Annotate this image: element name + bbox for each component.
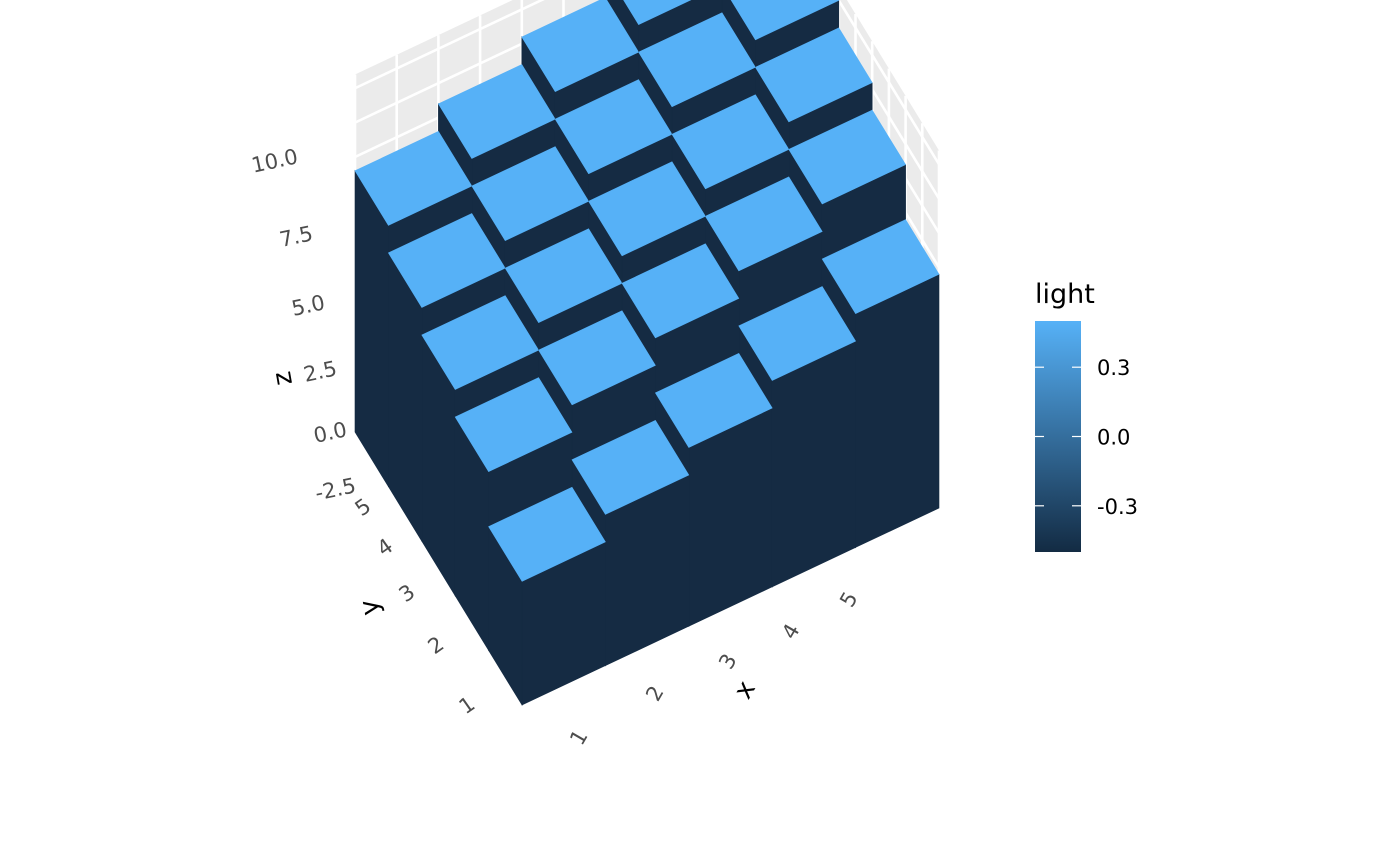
bar-top-face [704, 176, 823, 272]
y-tick-label: 1 [455, 692, 480, 719]
bar-left-face [354, 169, 389, 488]
y-axis-title: y [354, 597, 386, 617]
z-tick-label: 10.0 [249, 144, 300, 177]
z-tick-labels: -2.5 0.0 2.5 5.0 7.5 10.0 [249, 144, 358, 505]
legend-tick-label: -0.3 [1097, 495, 1138, 519]
bar-top-face [730, 0, 840, 41]
bar-top-face [821, 219, 940, 314]
legend: light 0.3 0.0 -0.3 [1035, 279, 1138, 552]
right-grid-line [837, 0, 941, 165]
x-tick-label: 2 [641, 682, 668, 706]
bar-top-face [488, 486, 606, 582]
bar-top-face [471, 146, 590, 241]
bar-top-face [623, 0, 692, 25]
bar-top-face [638, 12, 756, 108]
x-tick-label: 5 [835, 588, 862, 612]
legend-tick-label: 0.0 [1097, 426, 1130, 450]
bar-top-face [521, 0, 640, 92]
bar-top-face [654, 353, 773, 448]
bar-top-face [588, 161, 706, 257]
x-tick-label: 3 [714, 650, 741, 674]
bar-top-face [421, 295, 540, 390]
legend-title: light [1035, 279, 1095, 310]
legend-ticks: 0.3 0.0 -0.3 [1035, 356, 1138, 519]
bar-layer [354, 0, 940, 707]
bar-top-face [538, 310, 656, 406]
bar-top-face [387, 213, 506, 308]
bar-top-face [788, 109, 907, 205]
z-tick-label: 7.5 [277, 221, 315, 251]
bar-top-face [571, 420, 690, 515]
bar-top-face [754, 27, 873, 123]
bar-front-face [771, 340, 856, 588]
bar-top-face [504, 228, 623, 323]
z-tick-label: 2.5 [301, 356, 339, 386]
y-tick-label: 2 [424, 632, 449, 659]
x-axis-title: x [728, 676, 762, 704]
bar-top-face [738, 286, 857, 381]
bar-top-face [354, 131, 473, 226]
bar-top-face [621, 243, 740, 339]
bar-top-face [437, 64, 556, 159]
y-tick-label: 5 [351, 494, 376, 521]
z-axis-title: z [267, 369, 299, 388]
bar-top-face [671, 94, 790, 190]
x-tick-label: 4 [777, 620, 804, 644]
back-grid-line [354, 0, 545, 90]
x-tick-label: 1 [565, 726, 592, 750]
bar-top-face [554, 79, 673, 175]
bar-front-face [855, 273, 940, 548]
y-tick-label: 3 [395, 580, 420, 607]
bar [488, 486, 606, 707]
y-tick-label: 4 [373, 534, 398, 561]
bar-top-face [454, 377, 573, 472]
legend-tick-label: 0.3 [1097, 356, 1130, 380]
z-tick-label: 0.0 [311, 417, 349, 447]
z-tick-label: 5.0 [289, 290, 327, 320]
